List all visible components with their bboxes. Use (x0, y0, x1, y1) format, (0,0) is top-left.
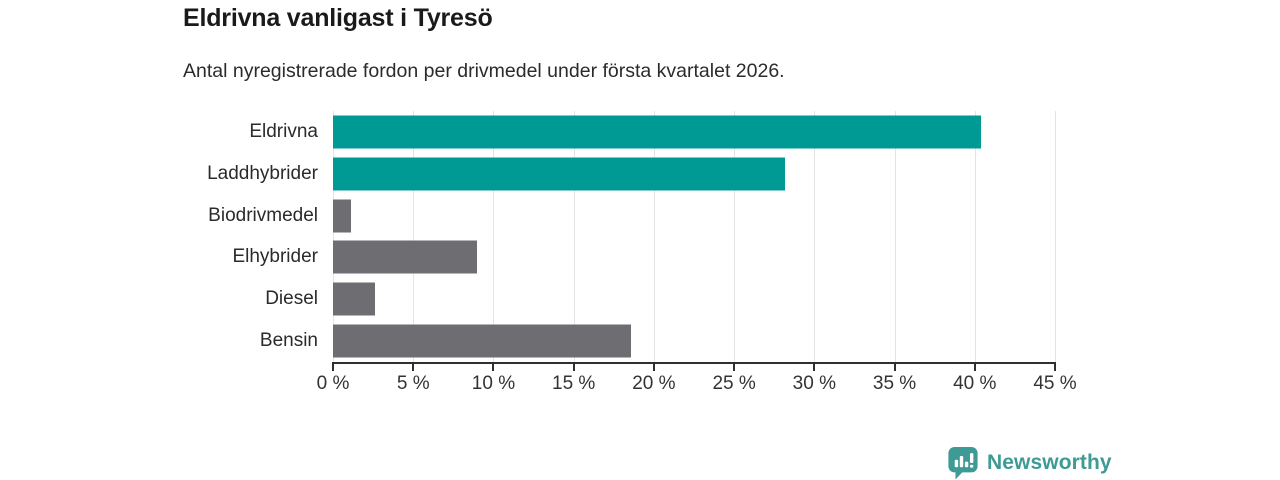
bar-bensin (333, 324, 632, 358)
category-label-biodrivmedel: Biodrivmedel (208, 204, 318, 226)
gridline-40 (974, 111, 976, 362)
gridline-25 (734, 111, 736, 362)
bar-row-bensin: Bensin (260, 320, 1055, 362)
gridline-35 (894, 111, 896, 362)
x-tick-label-40: 40 % (953, 373, 997, 394)
x-tick-label-0: 0 % (316, 373, 350, 394)
x-tick-label-35: 35 % (872, 373, 917, 394)
chart-subtitle: Antal nyregistrerade fordon per drivmede… (183, 60, 785, 82)
category-label-diesel: Diesel (265, 288, 318, 310)
gridline-10 (493, 111, 495, 362)
category-label-bensin: Bensin (259, 330, 318, 352)
newsworthy-wordmark: Newsworthy (987, 451, 1112, 474)
newsworthy-icon (948, 447, 978, 480)
gridline-15 (573, 111, 575, 362)
x-tick-mark-40 (973, 364, 976, 371)
x-tick-label-25: 25 % (712, 373, 756, 394)
x-tick-mark-15 (572, 364, 575, 371)
x-tick-mark-35 (893, 364, 896, 371)
x-tick-label-10: 10 % (471, 373, 516, 394)
x-tick-label-15: 15 % (552, 373, 596, 394)
category-label-elhybrider: Elhybrider (232, 246, 318, 268)
bar-chart-plot-area: Eldrivna Laddhybrider Biodrivmedel Elhybrid… (207, 111, 1077, 394)
x-axis-line (332, 362, 1056, 364)
bar-eldrivna (333, 115, 982, 149)
gridline-20 (653, 111, 655, 362)
bar-row-diesel: Diesel (265, 278, 1055, 320)
bar-biodrivmedel (333, 199, 351, 233)
bar-row-eldrivna: Eldrivna (249, 111, 1055, 153)
bar-laddhybrider (333, 157, 786, 191)
x-tick-mark-25 (733, 364, 736, 371)
category-label-laddhybrider: Laddhybrider (207, 162, 318, 184)
x-tick-label-45: 45 % (1033, 373, 1077, 394)
x-tick-mark-30 (813, 364, 816, 371)
bar-elhybrider (333, 240, 478, 274)
x-tick-mark-20 (652, 364, 655, 371)
x-tick-label-20: 20 % (632, 373, 676, 394)
x-tick-mark-5 (412, 364, 415, 371)
gridline-45 (1055, 111, 1056, 362)
x-tick-label-30: 30 % (792, 373, 836, 394)
x-tick-label-5: 5 % (396, 373, 430, 394)
gridline-5 (413, 111, 415, 362)
x-tick-mark-10 (492, 364, 495, 371)
newsworthy-logo: Newsworthy (947, 446, 1112, 480)
category-label-eldrivna: Eldrivna (249, 120, 318, 142)
gridline-0 (333, 111, 334, 362)
bar-diesel (333, 282, 375, 316)
bar-row-elhybrider: Elhybrider (232, 237, 1055, 279)
bar-row-laddhybrider: Laddhybrider (207, 153, 1055, 195)
gridline-30 (814, 111, 816, 362)
x-tick-mark-0 (332, 364, 334, 371)
bar-row-biodrivmedel: Biodrivmedel (208, 195, 1055, 237)
x-tick-mark-45 (1054, 364, 1056, 371)
chart-title: Eldrivna vanligast i Tyresö (183, 4, 493, 32)
